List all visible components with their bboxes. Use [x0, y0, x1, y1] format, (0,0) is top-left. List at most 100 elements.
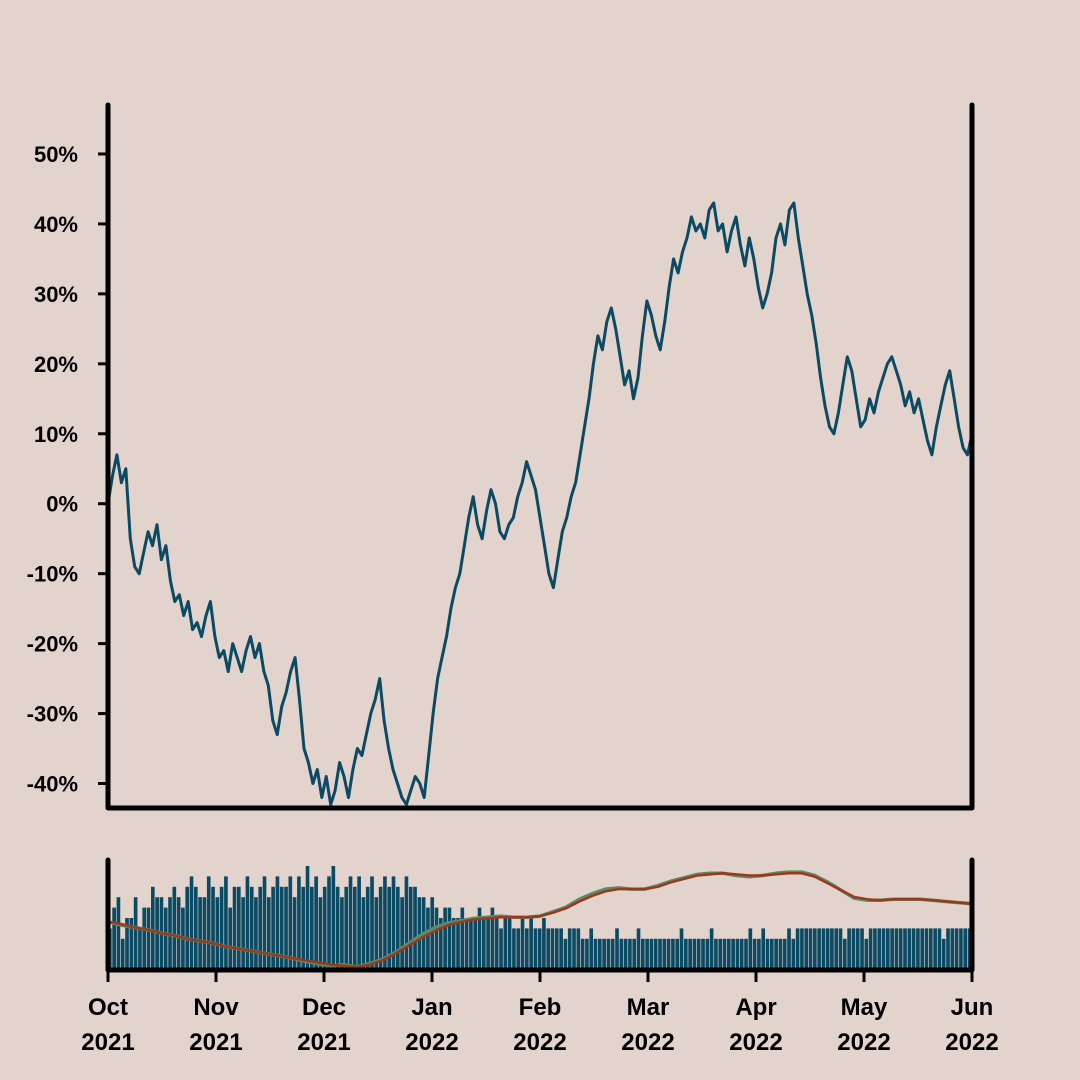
- x-tick-year-label: 2022: [837, 1029, 890, 1056]
- volume-bar: [731, 938, 735, 970]
- volume-bar: [546, 928, 551, 970]
- volume-bar: [817, 928, 821, 970]
- volume-bar: [520, 918, 525, 970]
- volume-bar: [215, 897, 220, 970]
- volume-bars: [108, 866, 972, 970]
- volume-bar: [770, 938, 774, 970]
- volume-bar: [374, 897, 379, 970]
- volume-bar: [632, 938, 637, 970]
- volume-bar: [950, 928, 955, 970]
- volume-bar: [937, 928, 942, 970]
- volume-bar: [447, 907, 452, 970]
- volume-bar: [241, 897, 245, 970]
- volume-bar: [735, 938, 740, 970]
- volume-bar: [202, 897, 207, 970]
- volume-bar: [705, 938, 710, 970]
- volume-bar: [761, 928, 766, 970]
- volume-bar: [765, 938, 770, 970]
- volume-bar: [322, 886, 327, 970]
- volume-bar: [151, 886, 155, 970]
- volume-bar: [404, 876, 409, 970]
- volume-bar: [727, 938, 731, 970]
- volume-bar: [787, 928, 791, 970]
- volume-bar: [365, 886, 370, 970]
- volume-bar: [460, 907, 465, 970]
- volume-bar: [456, 918, 460, 970]
- volume-bar: [172, 886, 177, 970]
- volume-bar: [361, 897, 366, 970]
- volume-bar: [529, 918, 533, 970]
- volume-bar: [494, 918, 499, 970]
- volume-bar: [314, 876, 318, 970]
- y-tick-label: 40%: [34, 212, 78, 237]
- volume-bar: [391, 876, 396, 970]
- volume-bar: [903, 928, 907, 970]
- volume-bar: [696, 938, 701, 970]
- y-tick-label: 50%: [34, 142, 78, 167]
- volume-bar: [533, 928, 538, 970]
- volume-bar: [206, 876, 211, 970]
- volume-bar: [267, 897, 271, 970]
- volume-bar: [499, 928, 503, 970]
- volume-bar: [232, 886, 237, 970]
- y-tick-label: 20%: [34, 352, 78, 377]
- volume-bar: [907, 928, 912, 970]
- volume-bar: [894, 928, 899, 970]
- volume-bar: [924, 928, 929, 970]
- volume-bar: [340, 897, 344, 970]
- volume-bar: [619, 938, 624, 970]
- volume-bar: [933, 928, 937, 970]
- volume-bar: [426, 907, 430, 970]
- volume-bar: [847, 928, 851, 970]
- volume-bar: [224, 876, 228, 970]
- volume-bar: [271, 886, 275, 970]
- volume-bar: [843, 938, 847, 970]
- volume-bar: [503, 918, 508, 970]
- x-tick-month-label: Feb: [519, 994, 562, 1021]
- volume-bar: [176, 897, 181, 970]
- volume-bar: [881, 928, 886, 970]
- y-tick-label: 10%: [34, 422, 78, 447]
- volume-bar: [941, 938, 946, 970]
- volume-bar: [834, 928, 839, 970]
- volume-bar: [709, 928, 714, 970]
- volume-bar: [929, 928, 933, 970]
- volume-bar: [688, 938, 692, 970]
- volume-bar: [886, 928, 890, 970]
- volume-bar: [120, 938, 125, 970]
- volume-bar: [567, 928, 572, 970]
- y-tick-label: -20%: [27, 632, 78, 657]
- volume-bar: [559, 928, 563, 970]
- volume-bar: [718, 938, 723, 970]
- volume-bar: [146, 907, 151, 970]
- volume-bar: [606, 938, 611, 970]
- volume-bar: [610, 938, 615, 970]
- volume-bar: [748, 928, 753, 970]
- y-tick-label: -10%: [27, 562, 78, 587]
- volume-bar: [301, 886, 306, 970]
- volume-bar: [378, 886, 383, 970]
- moving-average-lines: [107, 870, 973, 969]
- volume-bar: [585, 938, 589, 970]
- volume-bar: [602, 938, 606, 970]
- volume-bar: [864, 938, 869, 970]
- volume-bar: [408, 886, 413, 970]
- x-axis: Oct 2021 Nov 2021 Dec 2021 Jan 2022 Feb 2022 Mar 20…: [81, 970, 999, 1056]
- volume-bar: [490, 907, 495, 970]
- x-tick-year-label: 2021: [297, 1029, 350, 1056]
- volume-bar: [645, 938, 649, 970]
- x-tick-year-label: 2022: [405, 1029, 458, 1056]
- x-tick-month-label: Jan: [411, 994, 452, 1021]
- x-tick-month-label: Nov: [193, 994, 239, 1021]
- volume-bar: [808, 928, 813, 970]
- volume-bar: [722, 938, 727, 970]
- volume-bar: [237, 886, 241, 970]
- volume-bar: [791, 938, 796, 970]
- volume-bar: [563, 938, 568, 970]
- x-tick-month-label: Mar: [627, 994, 670, 1021]
- volume-bar: [580, 938, 585, 970]
- volume-bar: [112, 907, 116, 970]
- volume-bar: [219, 886, 224, 970]
- volume-bar: [211, 886, 215, 970]
